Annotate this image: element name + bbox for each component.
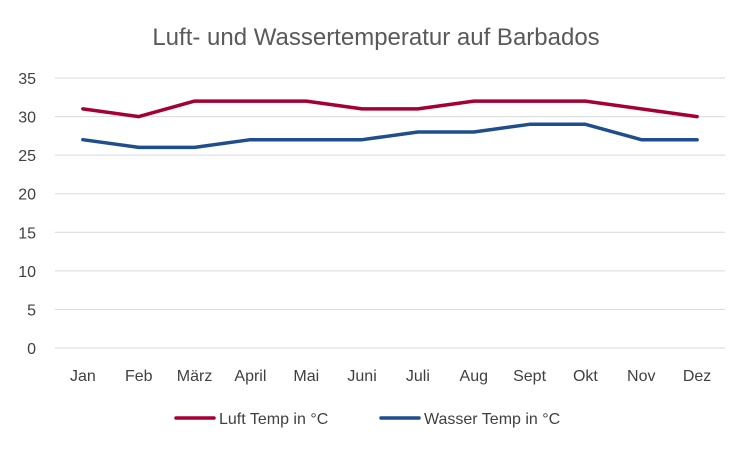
legend-label-1: Wasser Temp in °C — [424, 411, 560, 428]
series-lines — [81, 99, 699, 150]
x-tick-label: Okt — [573, 368, 598, 385]
x-tick-label: Nov — [627, 368, 655, 385]
x-tick-label: Dez — [683, 368, 711, 385]
x-tick-label: Sept — [513, 368, 546, 385]
x-tick-label: Feb — [125, 368, 153, 385]
y-axis-ticks: 0 5 10 15 20 25 30 35 — [18, 71, 36, 358]
x-tick-label: Jan — [70, 368, 96, 385]
y-tick-label: 15 — [18, 225, 36, 242]
legend: Luft Temp in °C Wasser Temp in °C — [174, 411, 560, 428]
y-tick-label: 20 — [18, 187, 36, 204]
x-tick-label: Juli — [406, 368, 430, 385]
x-axis-ticks: Jan Feb März April Mai Juni Juli Aug Sept Okt Nov D… — [70, 368, 711, 385]
series-line-1 — [81, 122, 699, 150]
x-tick-label: Juni — [347, 368, 376, 385]
y-tick-label: 30 — [18, 110, 36, 127]
x-tick-label: April — [234, 368, 266, 385]
y-tick-label: 0 — [27, 341, 36, 358]
y-tick-label: 25 — [18, 148, 36, 165]
gridlines — [55, 77, 725, 349]
y-tick-label: 10 — [18, 264, 36, 281]
chart-title: Luft- und Wassertemperatur auf Barbados — [152, 24, 599, 51]
legend-label-0: Luft Temp in °C — [219, 411, 328, 428]
x-tick-label: März — [177, 368, 213, 385]
y-tick-label: 5 — [27, 302, 36, 319]
series-line-0 — [81, 99, 699, 119]
x-tick-label: Aug — [460, 368, 488, 385]
x-tick-label: Mai — [293, 368, 319, 385]
y-tick-label: 35 — [18, 71, 36, 88]
